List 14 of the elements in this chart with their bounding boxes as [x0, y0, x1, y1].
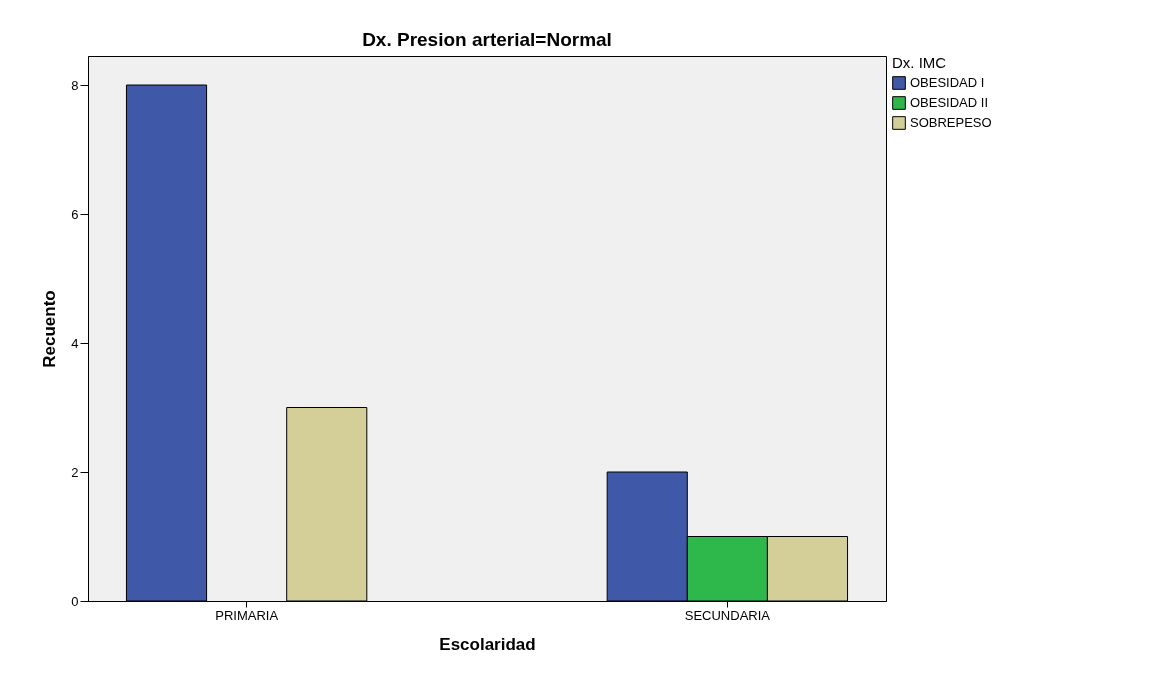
legend-label: SOBREPESO	[910, 115, 992, 130]
legend-label: OBESIDAD II	[910, 95, 989, 110]
y-tick-label: 2	[71, 464, 79, 480]
y-axis-title: Recuento	[40, 290, 60, 368]
x-tick-label: SECUNDARIA	[684, 607, 771, 623]
x-tick-label: PRIMARIA	[215, 607, 279, 623]
legend-title: Dx. IMC	[892, 54, 947, 71]
y-tick-label: 8	[71, 77, 79, 93]
legend-label: OBESIDAD I	[910, 75, 985, 90]
chart-title: Dx. Presion arterial=Normal	[362, 29, 612, 50]
y-tick-label: 0	[71, 593, 79, 609]
y-tick-label: 4	[71, 335, 79, 351]
x-axis-title: Escolaridad	[439, 634, 536, 654]
y-tick-label: 6	[71, 206, 79, 222]
